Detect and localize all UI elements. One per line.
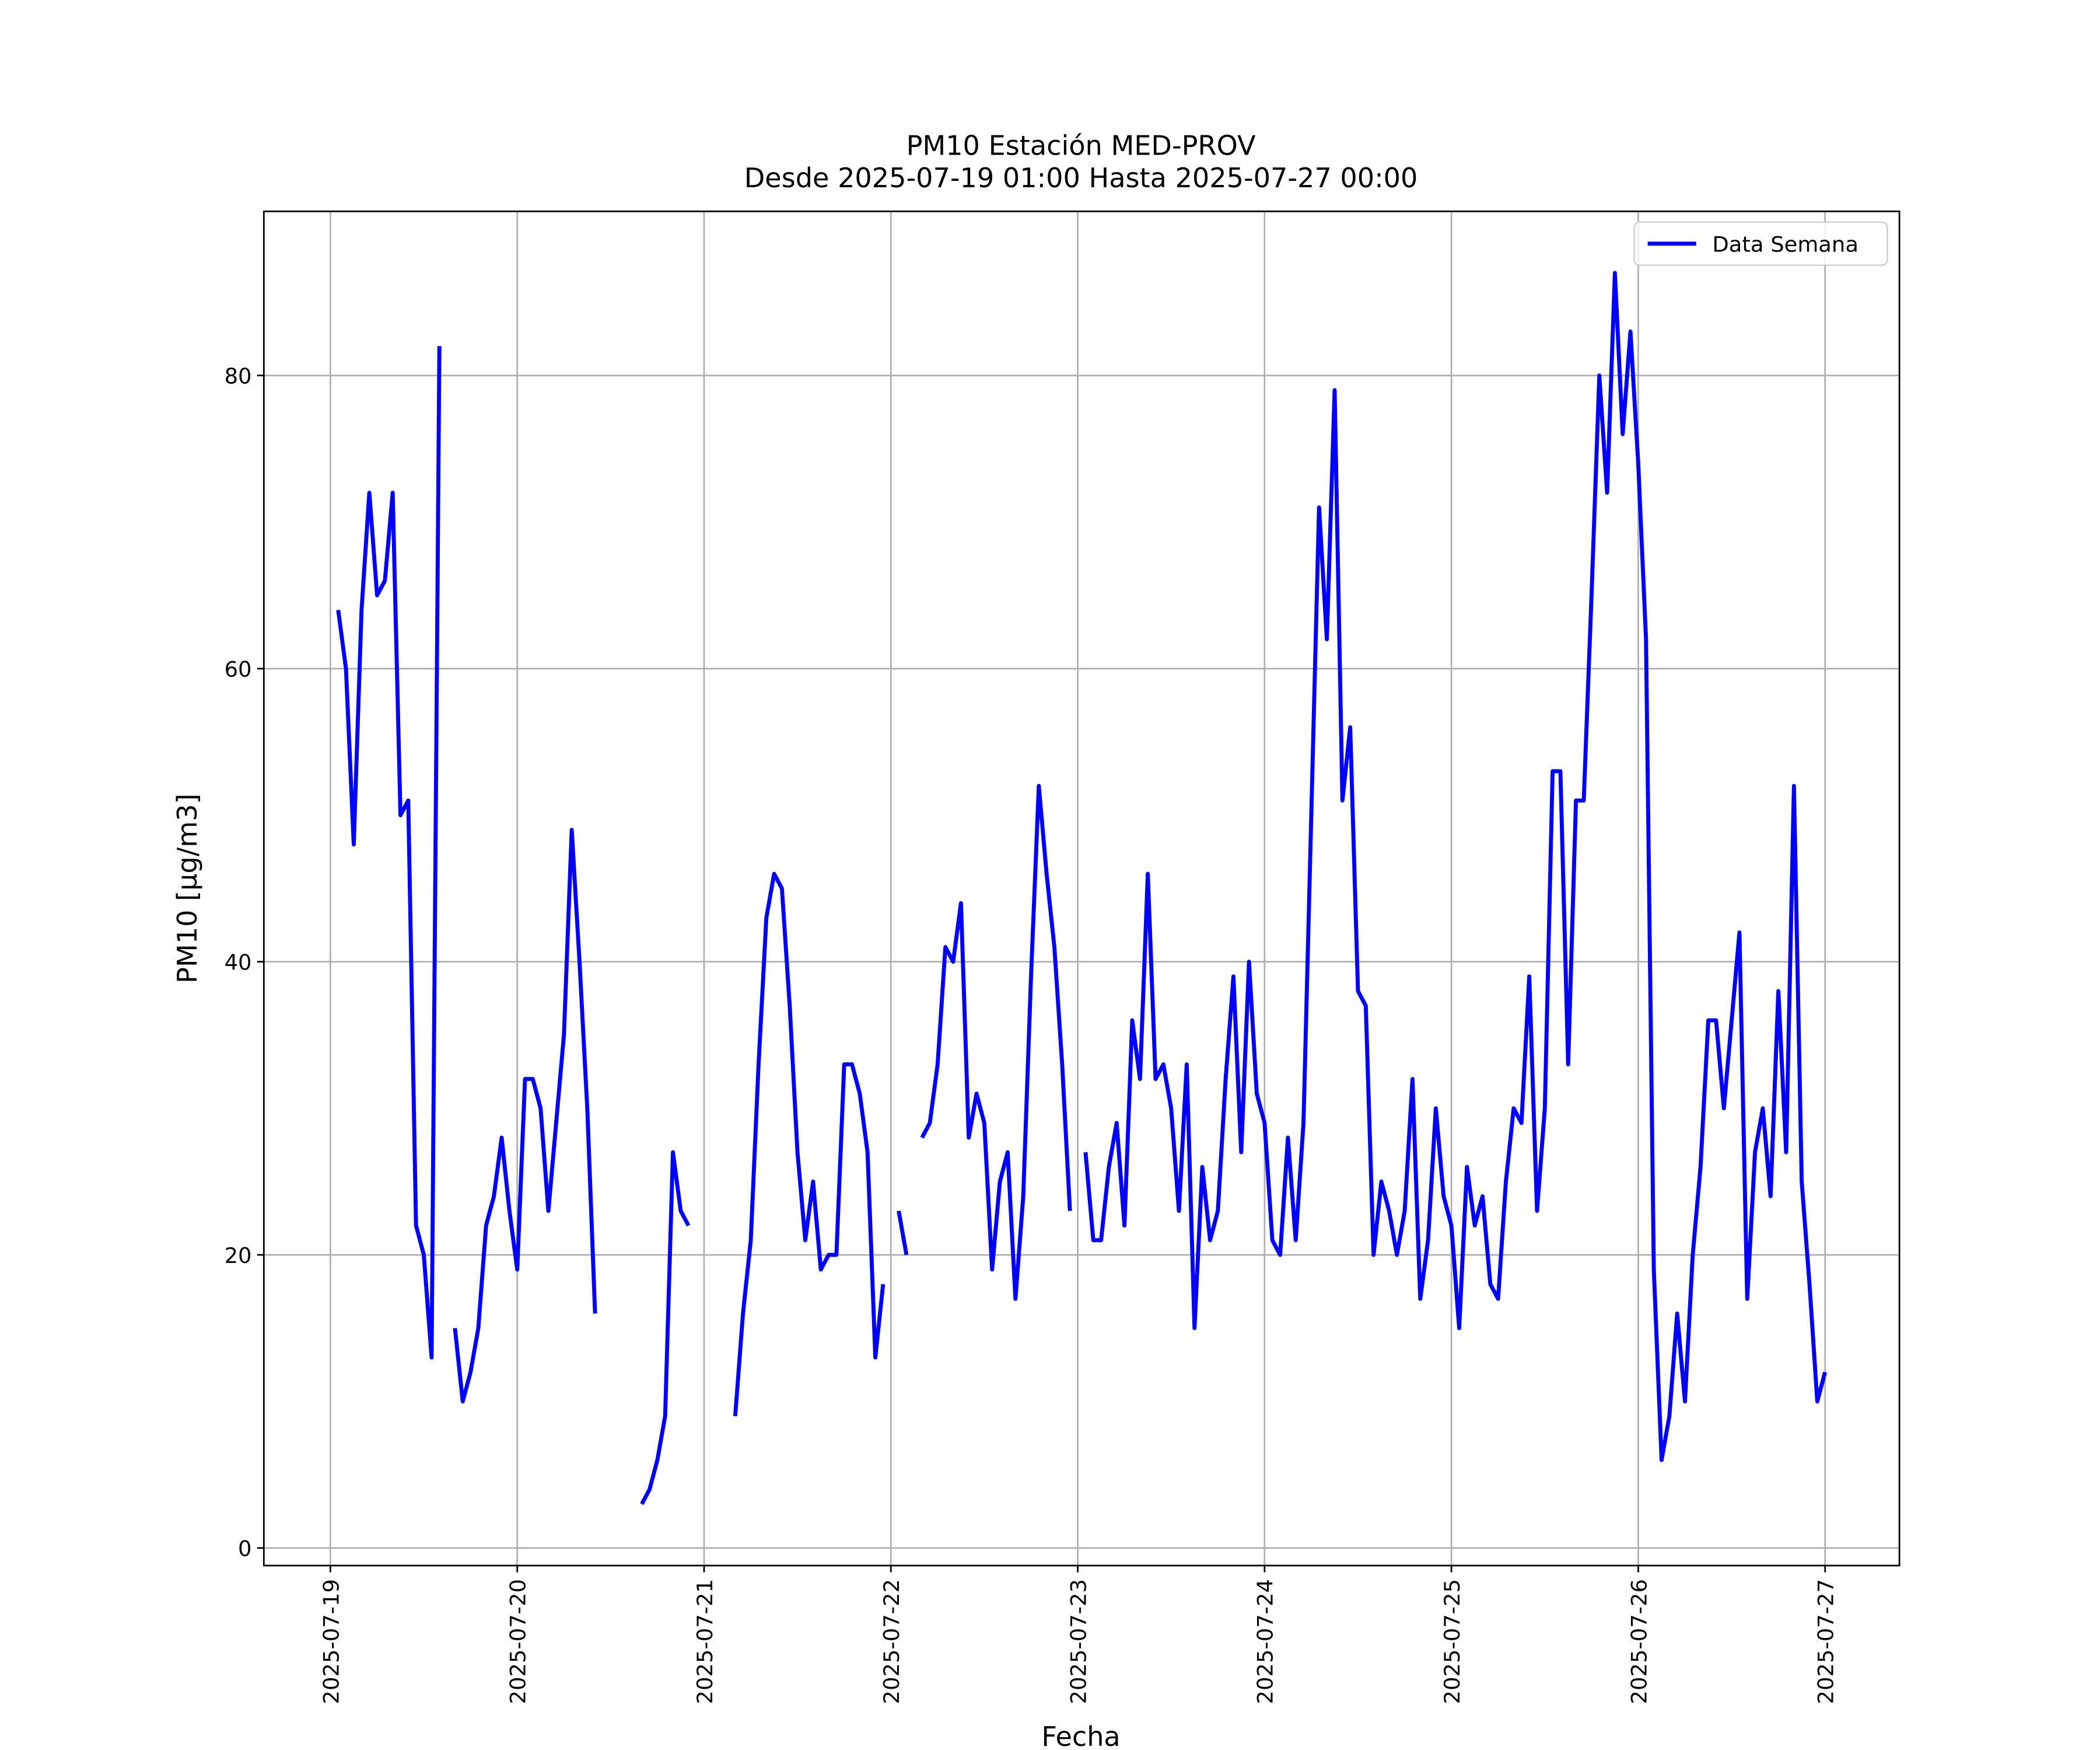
plot-frame [262,210,1901,1567]
y-tick-label: 40 [225,950,252,975]
x-axis-label: Fecha [1041,1721,1120,1750]
data-line [336,271,1828,1505]
x-tick-label: 2025-07-23 [1066,1579,1091,1704]
legend-box [1633,221,1888,266]
y-tick-label: 60 [225,657,252,682]
y-tick-label: 80 [225,364,252,389]
legend-label: Data Semana [1712,232,1859,257]
y-tick-label: 0 [238,1536,251,1562]
x-tick-label: 2025-07-26 [1626,1579,1651,1704]
x-tick-label: 2025-07-22 [879,1579,904,1704]
chart-title: PM10 Estación MED-PROV [907,130,1256,161]
x-tick-label: 2025-07-25 [1440,1579,1465,1704]
x-tick-label: 2025-07-21 [692,1579,718,1704]
chart-subtitle: Desde 2025-07-19 01:00 Hasta 2025-07-27 … [744,162,1418,194]
x-tick-label: 2025-07-24 [1253,1579,1278,1704]
y-axis-label: PM10 [μg/m3] [172,793,203,984]
y-tick-label: 20 [225,1243,252,1268]
x-tick-label: 2025-07-19 [318,1579,344,1704]
x-tick-label: 2025-07-27 [1814,1579,1839,1704]
x-tick-label: 2025-07-20 [506,1579,531,1704]
